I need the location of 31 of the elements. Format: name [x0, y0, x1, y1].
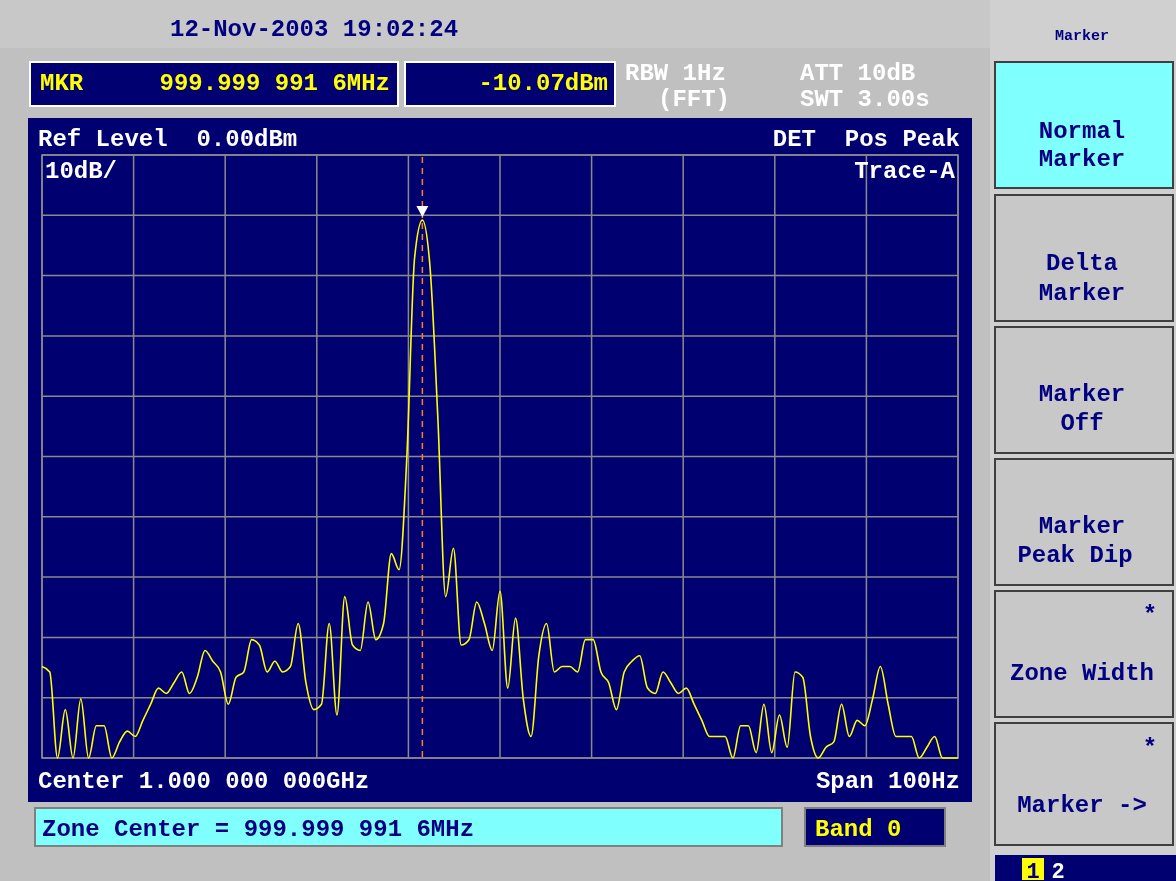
- text: 1: [1026, 860, 1040, 881]
- text: Zone Center = 999.999 991 6MHz: [42, 816, 475, 843]
- text: *: [1142, 735, 1158, 762]
- text: ATT 10dB: [800, 60, 916, 87]
- text: Center 1.000 000 000GHz: [38, 768, 370, 795]
- text: Marker: [1038, 513, 1126, 540]
- text: 12-Nov-2003 19:02:24: [170, 16, 459, 43]
- text: *: [1142, 602, 1158, 629]
- text: Trace-A: [854, 158, 956, 185]
- text: Off: [1060, 410, 1104, 437]
- text: Marker: [1038, 280, 1126, 307]
- text: 10dB/: [45, 158, 118, 185]
- text: Marker: [1054, 28, 1110, 45]
- text: Marker ->: [1017, 792, 1147, 819]
- text: Ref Level 0.00dBm: [38, 126, 298, 153]
- text: 999.999 991 6MHz: [159, 70, 390, 97]
- text: Peak Dip: [1017, 542, 1133, 569]
- text: Marker: [1038, 381, 1126, 408]
- text: Normal: [1038, 118, 1126, 145]
- text: -10.07dBm: [478, 70, 608, 97]
- text: RBW 1Hz: [625, 60, 726, 87]
- text: DET Pos Peak: [772, 126, 960, 153]
- text: 2: [1051, 860, 1065, 881]
- text: Span 100Hz: [815, 768, 960, 795]
- text: MKR: [40, 70, 84, 97]
- text: Marker: [1038, 146, 1126, 173]
- text: Delta: [1045, 250, 1119, 277]
- text: Band 0: [815, 816, 902, 843]
- text: Zone Width: [1009, 660, 1155, 687]
- text: SWT 3.00s: [800, 86, 930, 113]
- text: (FFT): [658, 86, 731, 113]
